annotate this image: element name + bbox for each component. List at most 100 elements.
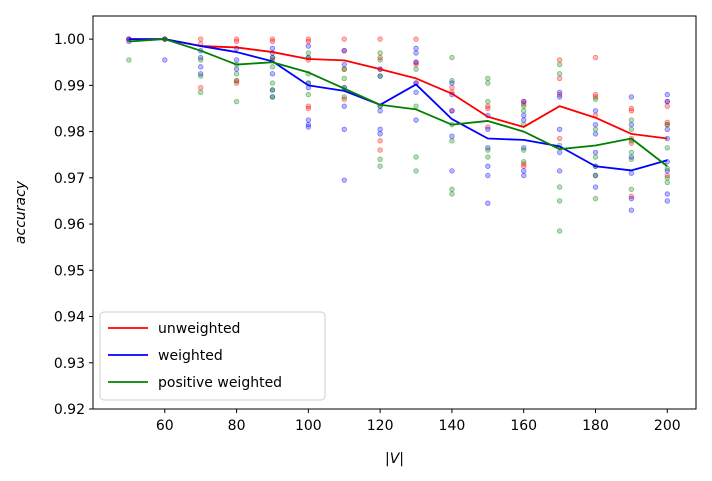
scatter-point-positive-weighted-19	[341, 66, 347, 72]
legend-label-weighted: weighted	[158, 348, 223, 364]
scatter-point-weighted-11	[269, 45, 276, 52]
scatter-point-positive-weighted-32	[413, 168, 419, 174]
series-line-unweighted	[128, 38, 668, 140]
y-axis-ticks: 0.92 0.93 0.94 0.95 0.96 0.97 0.98 0.99 1.00	[54, 32, 93, 418]
scatter-point-weighted-23	[305, 124, 312, 130]
scatter-point-positive-weighted-38	[449, 191, 455, 197]
scatter-point-weighted-45	[449, 133, 455, 139]
scatter-point-weighted-73	[628, 154, 635, 160]
scatter-point-positive-weighted-40	[485, 80, 491, 86]
scatter-point-positive-weighted-29	[413, 66, 419, 72]
scatter-point-weighted-58	[521, 172, 527, 179]
y-tick-label-3: 0.95	[54, 263, 85, 279]
scatter-point-weighted-63	[556, 168, 563, 174]
scatter-point-unweighted-15	[305, 38, 312, 45]
scatter-point-weighted-36	[413, 45, 419, 52]
scatter-point-weighted-70	[592, 184, 599, 190]
scatter-point-weighted-41	[413, 117, 419, 123]
scatter-point-unweighted-45	[556, 135, 563, 142]
scatter-point-unweighted-28	[413, 36, 419, 42]
y-tick-label-4: 0.96	[54, 217, 85, 233]
scatter-point-weighted-5	[197, 54, 204, 61]
scatter-point-weighted-57	[521, 168, 527, 174]
scatter-point-positive-weighted-49	[556, 61, 563, 68]
scatter-point-weighted-38	[413, 59, 419, 65]
scatter-point-weighted-83	[664, 191, 670, 197]
scatter-point-positive-weighted-27	[377, 156, 383, 163]
plot-frame	[92, 15, 697, 410]
scatter-point-weighted-69	[592, 172, 599, 179]
legend-box	[99, 311, 326, 401]
scatter-point-weighted-51	[485, 172, 491, 179]
scatter-point-positive-weighted-60	[592, 195, 599, 202]
x-tick-label-160: 160	[510, 418, 537, 434]
scatter-point-weighted-79	[664, 126, 670, 132]
scatter-point-unweighted-29	[413, 59, 419, 65]
scatter-point-unweighted-22	[341, 96, 347, 102]
scatter-point-positive-weighted-9	[269, 54, 276, 61]
scatter-point-weighted-17	[305, 43, 312, 49]
scatter-point-positive-weighted-37	[449, 186, 455, 193]
scatter-point-weighted-44	[449, 108, 455, 114]
scatter-point-unweighted-23	[377, 36, 383, 42]
scatter-point-positive-weighted-6	[233, 71, 240, 77]
scatter-point-weighted-52	[485, 200, 491, 206]
scatter-point-weighted-50	[485, 163, 491, 169]
scatter-point-positive-weighted-4	[197, 89, 204, 95]
scatter-point-unweighted-8	[233, 80, 240, 86]
scatter-point-unweighted-36	[485, 105, 491, 112]
scatter-point-positive-weighted-69	[664, 165, 670, 172]
scatter-point-positive-weighted-20	[341, 75, 347, 82]
scatter-point-weighted-71	[628, 94, 635, 100]
scatter-point-weighted-66	[592, 131, 599, 137]
scatter-point-unweighted-35	[485, 103, 491, 109]
scatter-point-weighted-78	[664, 98, 670, 105]
scatter-point-positive-weighted-45	[521, 108, 527, 114]
scatter-point-unweighted-46	[592, 54, 599, 61]
y-tick-label-8: 1.00	[54, 32, 85, 48]
scatter-point-positive-weighted-30	[413, 103, 419, 109]
scatter-point-positive-weighted-42	[485, 147, 491, 153]
legend-label-positive-weighted: positive weighted	[158, 375, 282, 391]
scatter-point-positive-weighted-53	[556, 198, 563, 204]
scatter-point-positive-weighted-57	[592, 154, 599, 160]
scatter-point-weighted-59	[556, 89, 563, 95]
scatter-point-positive-weighted-2	[197, 57, 204, 63]
scatter-point-unweighted-34	[449, 108, 455, 114]
scatter-point-unweighted-26	[377, 147, 383, 153]
scatter-point-unweighted-56	[664, 103, 670, 109]
scatter-point-unweighted-14	[305, 36, 312, 42]
scatter-point-weighted-64	[592, 108, 599, 114]
scatter-point-positive-weighted-28	[377, 163, 383, 169]
scatter-point-positive-weighted-48	[521, 158, 527, 165]
scatter-point-weighted-42	[449, 80, 455, 86]
scatter-point-weighted-54	[521, 112, 527, 119]
scatter-point-weighted-84	[664, 198, 670, 204]
scatter-point-weighted-16	[269, 94, 276, 100]
scatter-point-positive-weighted-67	[664, 121, 670, 128]
scatter-point-positive-weighted-59	[592, 172, 599, 179]
scatter-point-weighted-29	[341, 177, 347, 183]
scatter-point-unweighted-7	[233, 36, 240, 42]
scatter-point-unweighted-32	[449, 84, 455, 91]
scatter-point-weighted-27	[341, 103, 347, 109]
scatter-point-positive-weighted-68	[664, 145, 670, 151]
scatter-point-unweighted-59	[664, 172, 670, 179]
scatter-point-weighted-24	[341, 47, 347, 54]
scatter-point-weighted-35	[377, 131, 383, 137]
scatter-point-positive-weighted-10	[269, 64, 276, 70]
scatter-point-positive-weighted-47	[521, 147, 527, 153]
scatter-point-unweighted-11	[269, 36, 276, 42]
scatter-point-unweighted-30	[413, 61, 419, 68]
scatter-point-unweighted-42	[556, 57, 563, 63]
scatter-point-unweighted-4	[197, 36, 204, 42]
scatter-point-weighted-53	[521, 98, 527, 105]
series-line-weighted	[128, 38, 668, 172]
x-axis-label: |V|	[385, 451, 404, 467]
x-axis-ticks: 60 80 100 120 140 160 180 200	[156, 409, 681, 434]
scatter-point-weighted-15	[269, 87, 276, 93]
scatter-point-positive-weighted-36	[449, 138, 455, 144]
scatter-point-weighted-7	[197, 71, 204, 77]
x-tick-label-200: 200	[654, 418, 681, 434]
